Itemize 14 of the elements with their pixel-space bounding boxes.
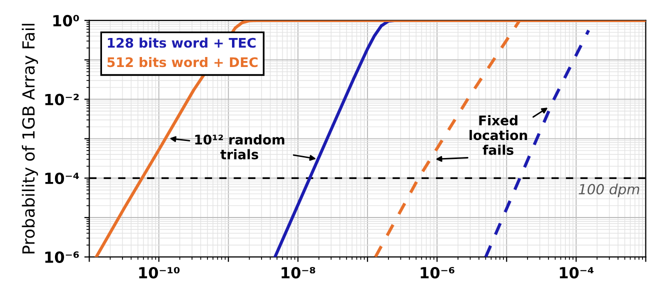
y-tick-label: 10⁻²: [45, 94, 79, 106]
y-tick-label: 10⁻⁴: [45, 172, 79, 184]
x-tick-label: 10⁻¹⁰: [139, 266, 180, 279]
x-tick-label: 10⁻⁸: [282, 266, 316, 279]
series-label: 512 bits word + DEC: [107, 56, 258, 68]
x-tick-label: 10⁻⁴: [560, 266, 594, 279]
ref-line-label: 100 dpm: [578, 184, 640, 198]
y-tick-label: 10⁻⁶: [45, 251, 79, 263]
annotation: Fixed location fails: [470, 115, 528, 155]
y-tick-label: 10⁰: [53, 14, 79, 26]
x-tick-label: 10⁻⁶: [420, 266, 454, 279]
text: 128 bits word + TEC: [108, 38, 256, 48]
y-axis-title: Probability of 1GB Array Fail: [22, 24, 38, 254]
annotation: 10¹² random trials: [195, 134, 284, 160]
